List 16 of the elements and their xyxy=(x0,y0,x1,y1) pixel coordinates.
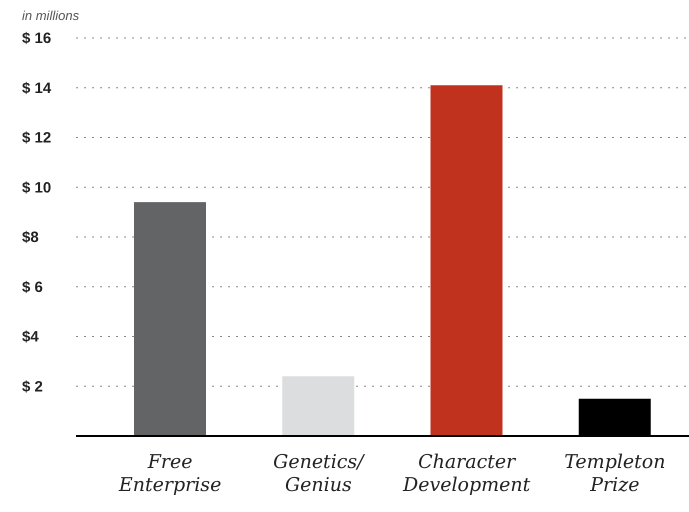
x-tick-label: Character Development xyxy=(402,451,531,496)
y-tick-label: $ 6 xyxy=(22,278,43,296)
x-tick-label: Genetics/ Genius xyxy=(273,451,366,496)
bar xyxy=(282,376,354,436)
y-tick-label: $ 16 xyxy=(22,30,52,47)
x-tick-label: Templeton Prize xyxy=(564,451,666,496)
x-tick-label: Free Enterprise xyxy=(118,451,222,496)
y-tick-label: $ 2 xyxy=(22,378,43,396)
y-tick-label: $8 xyxy=(22,229,39,246)
y-tick-label: $4 xyxy=(22,328,40,346)
y-tick-label: $ 14 xyxy=(22,80,52,97)
y-tick-label: $ 12 xyxy=(22,130,52,146)
text: in millions xyxy=(22,8,80,23)
y-tick-label: $ 10 xyxy=(22,179,52,196)
bar xyxy=(430,85,502,436)
bar xyxy=(134,202,206,436)
